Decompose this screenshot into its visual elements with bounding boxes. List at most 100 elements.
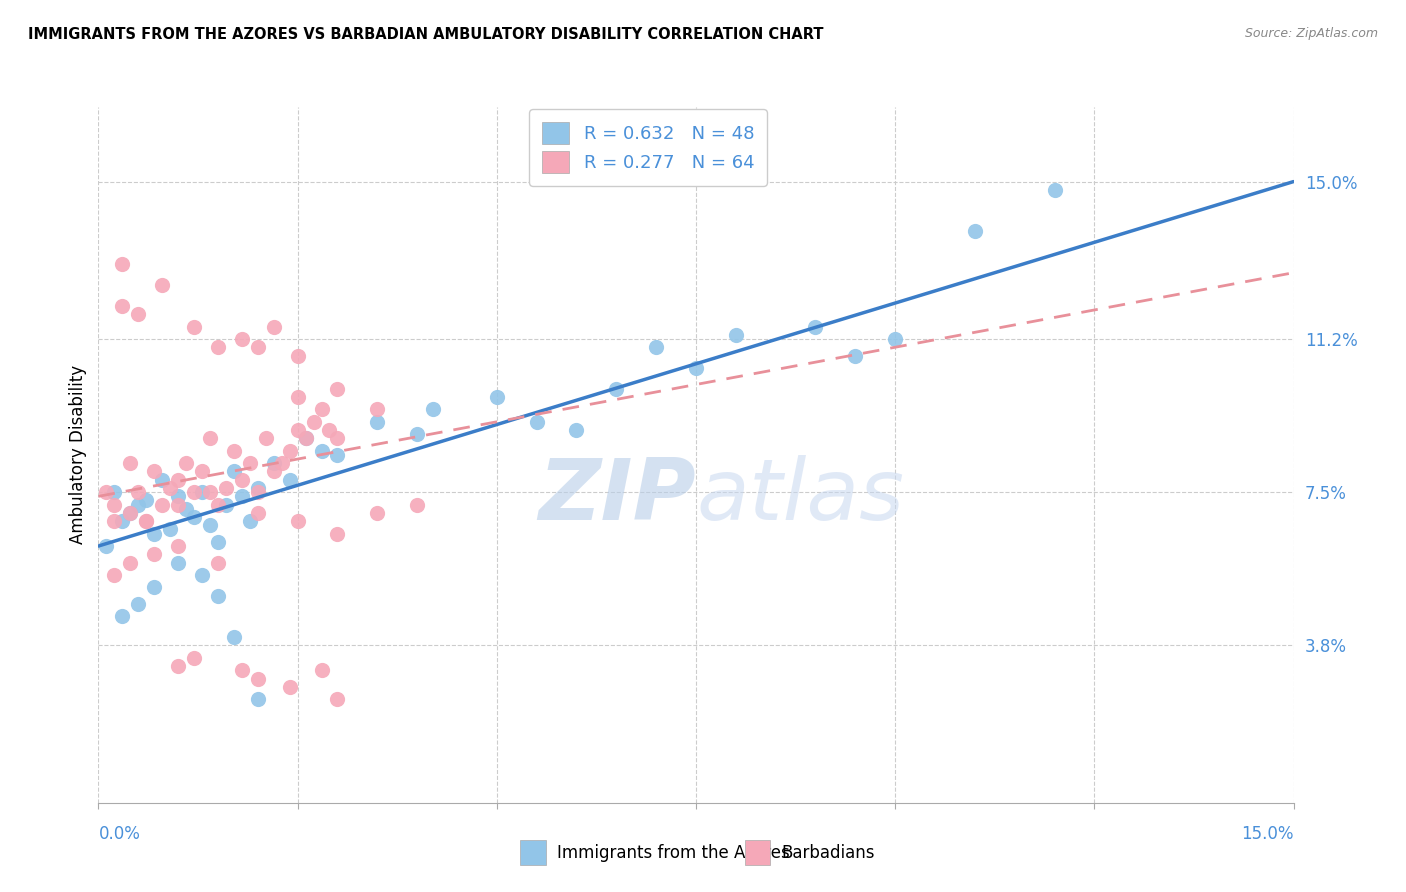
Point	[963, 224, 986, 238]
Point	[231, 332, 253, 346]
Point	[254, 431, 277, 445]
Point	[239, 514, 262, 528]
Text: IMMIGRANTS FROM THE AZORES VS BARBADIAN AMBULATORY DISABILITY CORRELATION CHART: IMMIGRANTS FROM THE AZORES VS BARBADIAN …	[28, 27, 824, 42]
Point	[207, 498, 229, 512]
Point	[294, 431, 316, 445]
Point	[143, 547, 166, 561]
Point	[167, 659, 190, 673]
Point	[120, 456, 142, 470]
Point	[287, 514, 309, 528]
Point	[191, 485, 214, 500]
Point	[127, 498, 149, 512]
Point	[174, 456, 197, 470]
Point	[127, 485, 149, 500]
Point	[183, 485, 205, 500]
Point	[804, 319, 827, 334]
Point	[302, 415, 325, 429]
Point	[565, 423, 588, 437]
Point	[406, 498, 429, 512]
Y-axis label: Ambulatory Disability: Ambulatory Disability	[69, 366, 87, 544]
Point	[366, 415, 388, 429]
Point	[167, 473, 190, 487]
Point	[526, 415, 548, 429]
Point	[215, 498, 238, 512]
Point	[246, 506, 269, 520]
Point	[167, 498, 190, 512]
Point	[246, 485, 269, 500]
Point	[103, 498, 125, 512]
Point	[222, 630, 245, 644]
Point	[120, 506, 142, 520]
Point	[167, 556, 190, 570]
Point	[326, 692, 349, 706]
Point	[135, 514, 157, 528]
Point	[159, 481, 181, 495]
Point	[198, 431, 221, 445]
Point	[263, 465, 285, 479]
Point	[844, 349, 866, 363]
Point	[207, 535, 229, 549]
Point	[103, 485, 125, 500]
Point	[645, 340, 668, 354]
Point	[167, 539, 190, 553]
Point	[685, 361, 707, 376]
Point	[111, 257, 134, 271]
Point	[270, 456, 292, 470]
Point	[884, 332, 907, 346]
Point	[111, 514, 134, 528]
Point	[111, 609, 134, 624]
Point	[287, 423, 309, 437]
Point	[127, 307, 149, 321]
Point	[120, 556, 142, 570]
Point	[103, 514, 125, 528]
Point	[167, 489, 190, 503]
Point	[278, 443, 301, 458]
Point	[311, 663, 333, 677]
Point	[326, 431, 349, 445]
Point	[246, 481, 269, 495]
Point	[183, 319, 205, 334]
Point	[231, 473, 253, 487]
Point	[246, 340, 269, 354]
Point	[222, 443, 245, 458]
Point	[135, 514, 157, 528]
Point	[120, 506, 142, 520]
Point	[485, 390, 508, 404]
Point	[96, 485, 118, 500]
Point	[143, 465, 166, 479]
Point	[159, 523, 181, 537]
Point	[183, 651, 205, 665]
Point	[143, 581, 166, 595]
Point	[96, 539, 118, 553]
Point	[263, 456, 285, 470]
Point	[406, 427, 429, 442]
Point	[724, 327, 747, 342]
Point	[103, 568, 125, 582]
Point	[207, 556, 229, 570]
Text: ZIP: ZIP	[538, 455, 696, 538]
Point	[111, 299, 134, 313]
Point	[326, 382, 349, 396]
Point	[326, 448, 349, 462]
Point	[246, 672, 269, 686]
Point	[311, 402, 333, 417]
Point	[222, 465, 245, 479]
Point	[150, 278, 173, 293]
Text: 0.0%: 0.0%	[98, 825, 141, 843]
Point	[278, 680, 301, 694]
Point	[326, 526, 349, 541]
Point	[127, 597, 149, 611]
Text: 15.0%: 15.0%	[1241, 825, 1294, 843]
Point	[143, 526, 166, 541]
Point	[231, 489, 253, 503]
Point	[183, 510, 205, 524]
Point	[366, 506, 388, 520]
Text: Source: ZipAtlas.com: Source: ZipAtlas.com	[1244, 27, 1378, 40]
Text: atlas: atlas	[696, 455, 904, 538]
Point	[287, 390, 309, 404]
Point	[191, 568, 214, 582]
Text: Barbadians: Barbadians	[782, 844, 876, 862]
Point	[207, 340, 229, 354]
Point	[198, 485, 221, 500]
Point	[191, 465, 214, 479]
